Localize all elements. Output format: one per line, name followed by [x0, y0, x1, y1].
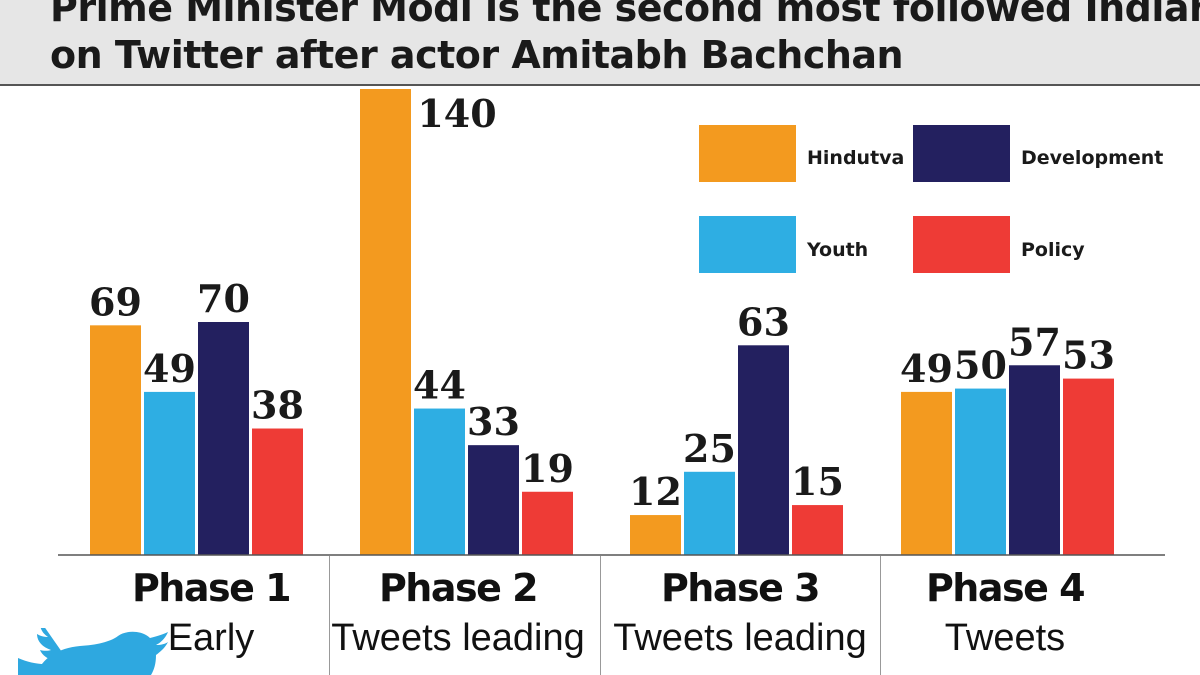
chart-title-line-1: Prime Minister Modi is the second most f… — [50, 0, 1200, 30]
bar-policy-3 — [792, 505, 843, 555]
value-label-development-3: 63 — [737, 299, 790, 344]
bar-development-2 — [468, 445, 519, 555]
bar-youth-3 — [684, 471, 735, 555]
phase-2-description: Tweets leading — [331, 617, 585, 659]
value-label-youth-4: 50 — [954, 343, 1007, 388]
legend-swatch-development — [913, 125, 1010, 182]
phase-3-description: Tweets leading — [613, 617, 867, 659]
value-label-hindutva-1: 69 — [89, 279, 142, 324]
phase-divider — [329, 556, 330, 675]
value-label-policy-3: 15 — [791, 459, 844, 504]
phase-2-title: Phase 2 — [378, 566, 539, 610]
legend-label-hindutva: Hindutva — [807, 147, 904, 169]
phase-divider — [880, 556, 881, 675]
value-label-youth-3: 25 — [683, 426, 736, 471]
phase-divider — [600, 556, 601, 675]
bar-youth-2 — [414, 408, 465, 555]
bar-policy-2 — [522, 491, 573, 555]
bar-development-3 — [738, 345, 789, 555]
title-band: Prime Minister Modi is the second most f… — [0, 0, 1200, 86]
bar-hindutva-4 — [901, 391, 952, 555]
bar-youth-1 — [144, 391, 195, 555]
value-label-hindutva-4: 49 — [900, 346, 953, 391]
bar-development-1 — [198, 322, 249, 555]
bar-youth-4 — [955, 388, 1006, 555]
value-label-hindutva-2: 140 — [417, 91, 496, 136]
legend-label-development: Development — [1021, 147, 1163, 169]
legend-label-youth: Youth — [806, 239, 868, 261]
phase-3-title: Phase 3 — [660, 566, 821, 610]
bar-development-4 — [1009, 365, 1060, 555]
bar-policy-4 — [1063, 378, 1114, 555]
twitter-bird-icon — [18, 628, 168, 675]
legend-swatch-youth — [699, 216, 796, 273]
value-label-hindutva-3: 12 — [629, 469, 682, 514]
phase-4-title: Phase 4 — [925, 566, 1086, 610]
value-label-policy-2: 19 — [521, 446, 574, 491]
value-label-development-4: 57 — [1008, 319, 1061, 364]
bar-policy-1 — [252, 428, 303, 555]
legend-label-policy: Policy — [1021, 239, 1085, 261]
phase-4-description: Tweets — [944, 617, 1066, 659]
chart-title-line-2: on Twitter after actor Amitabh Bachchan — [50, 33, 904, 77]
phase-1-title: Phase 1 — [131, 566, 292, 610]
bar-hindutva-2 — [360, 89, 411, 555]
value-label-development-1: 70 — [197, 276, 250, 321]
legend-swatch-hindutva — [699, 125, 796, 182]
bar-hindutva-1 — [90, 325, 141, 555]
value-label-policy-4: 53 — [1062, 333, 1115, 378]
value-label-youth-1: 49 — [143, 346, 196, 391]
legend-swatch-policy — [913, 216, 1010, 273]
value-label-development-2: 33 — [467, 399, 520, 444]
phase-1-description: Early — [167, 617, 255, 659]
value-label-youth-2: 44 — [413, 363, 466, 408]
bar-hindutva-3 — [630, 515, 681, 555]
value-label-policy-1: 38 — [251, 383, 304, 428]
